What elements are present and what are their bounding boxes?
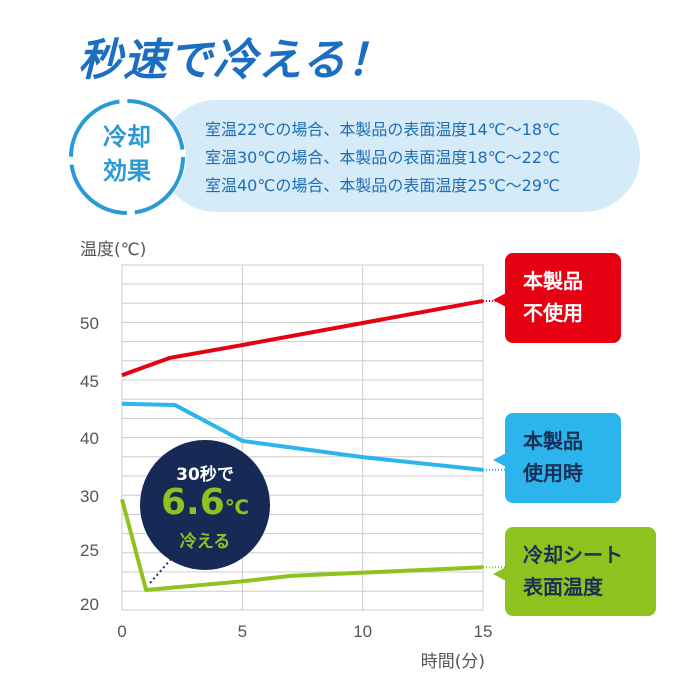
effect-line: 室温30℃の場合、本製品の表面温度18℃～22℃ — [205, 148, 560, 167]
callout-text: 本製品 — [523, 269, 583, 293]
y-tick-label: 30 — [80, 487, 99, 506]
y-tick-label: 25 — [80, 541, 99, 560]
callout-text: 不使用 — [523, 301, 583, 325]
y-tick-label: 45 — [80, 372, 99, 391]
y-tick-label: 40 — [80, 429, 99, 448]
x-tick-label: 5 — [238, 622, 247, 641]
callout-text: 使用時 — [523, 461, 583, 485]
badge-unit: ℃ — [224, 495, 249, 519]
pointer-dotted-line — [149, 557, 173, 584]
badge-line1: 30秒で — [176, 465, 234, 485]
page-title: 秒速で冷える！ — [78, 35, 392, 86]
callout-cooling-sheet: 冷却シート 表面温度 — [493, 527, 656, 616]
y-tick-label: 20 — [80, 595, 99, 614]
callout-no-product: 本製品 不使用 — [493, 253, 621, 343]
callout-text: 表面温度 — [523, 575, 603, 599]
y-axis-label: 温度(℃) — [80, 240, 146, 260]
x-axis-label: 時間(分) — [421, 652, 485, 672]
callout-with-product: 本製品 使用時 — [493, 413, 621, 503]
x-tick-label: 0 — [117, 622, 126, 641]
y-tick-label: 50 — [80, 314, 99, 333]
x-tick-label: 10 — [353, 622, 372, 641]
effect-line: 室温40℃の場合、本製品の表面温度25℃～29℃ — [205, 176, 560, 195]
badge-line3: 冷える — [179, 532, 231, 552]
cooling-label: 効果 — [103, 157, 151, 185]
cooling-effect-panel — [160, 100, 640, 212]
effect-line: 室温22℃の場合、本製品の表面温度14℃～18℃ — [205, 120, 560, 139]
callout-text: 本製品 — [523, 429, 583, 453]
callout-text: 冷却シート — [523, 543, 623, 567]
cooling-label: 冷却 — [103, 123, 151, 151]
cooling-speed-badge: 30秒で 6.6℃ 冷える — [140, 440, 270, 570]
badge-value: 6.6 — [161, 482, 225, 523]
series-line-2 — [120, 498, 484, 592]
cooling-effect-lines: 室温22℃の場合、本製品の表面温度14℃～18℃ 室温30℃の場合、本製品の表面… — [205, 116, 560, 200]
x-tick-label: 15 — [474, 622, 493, 641]
